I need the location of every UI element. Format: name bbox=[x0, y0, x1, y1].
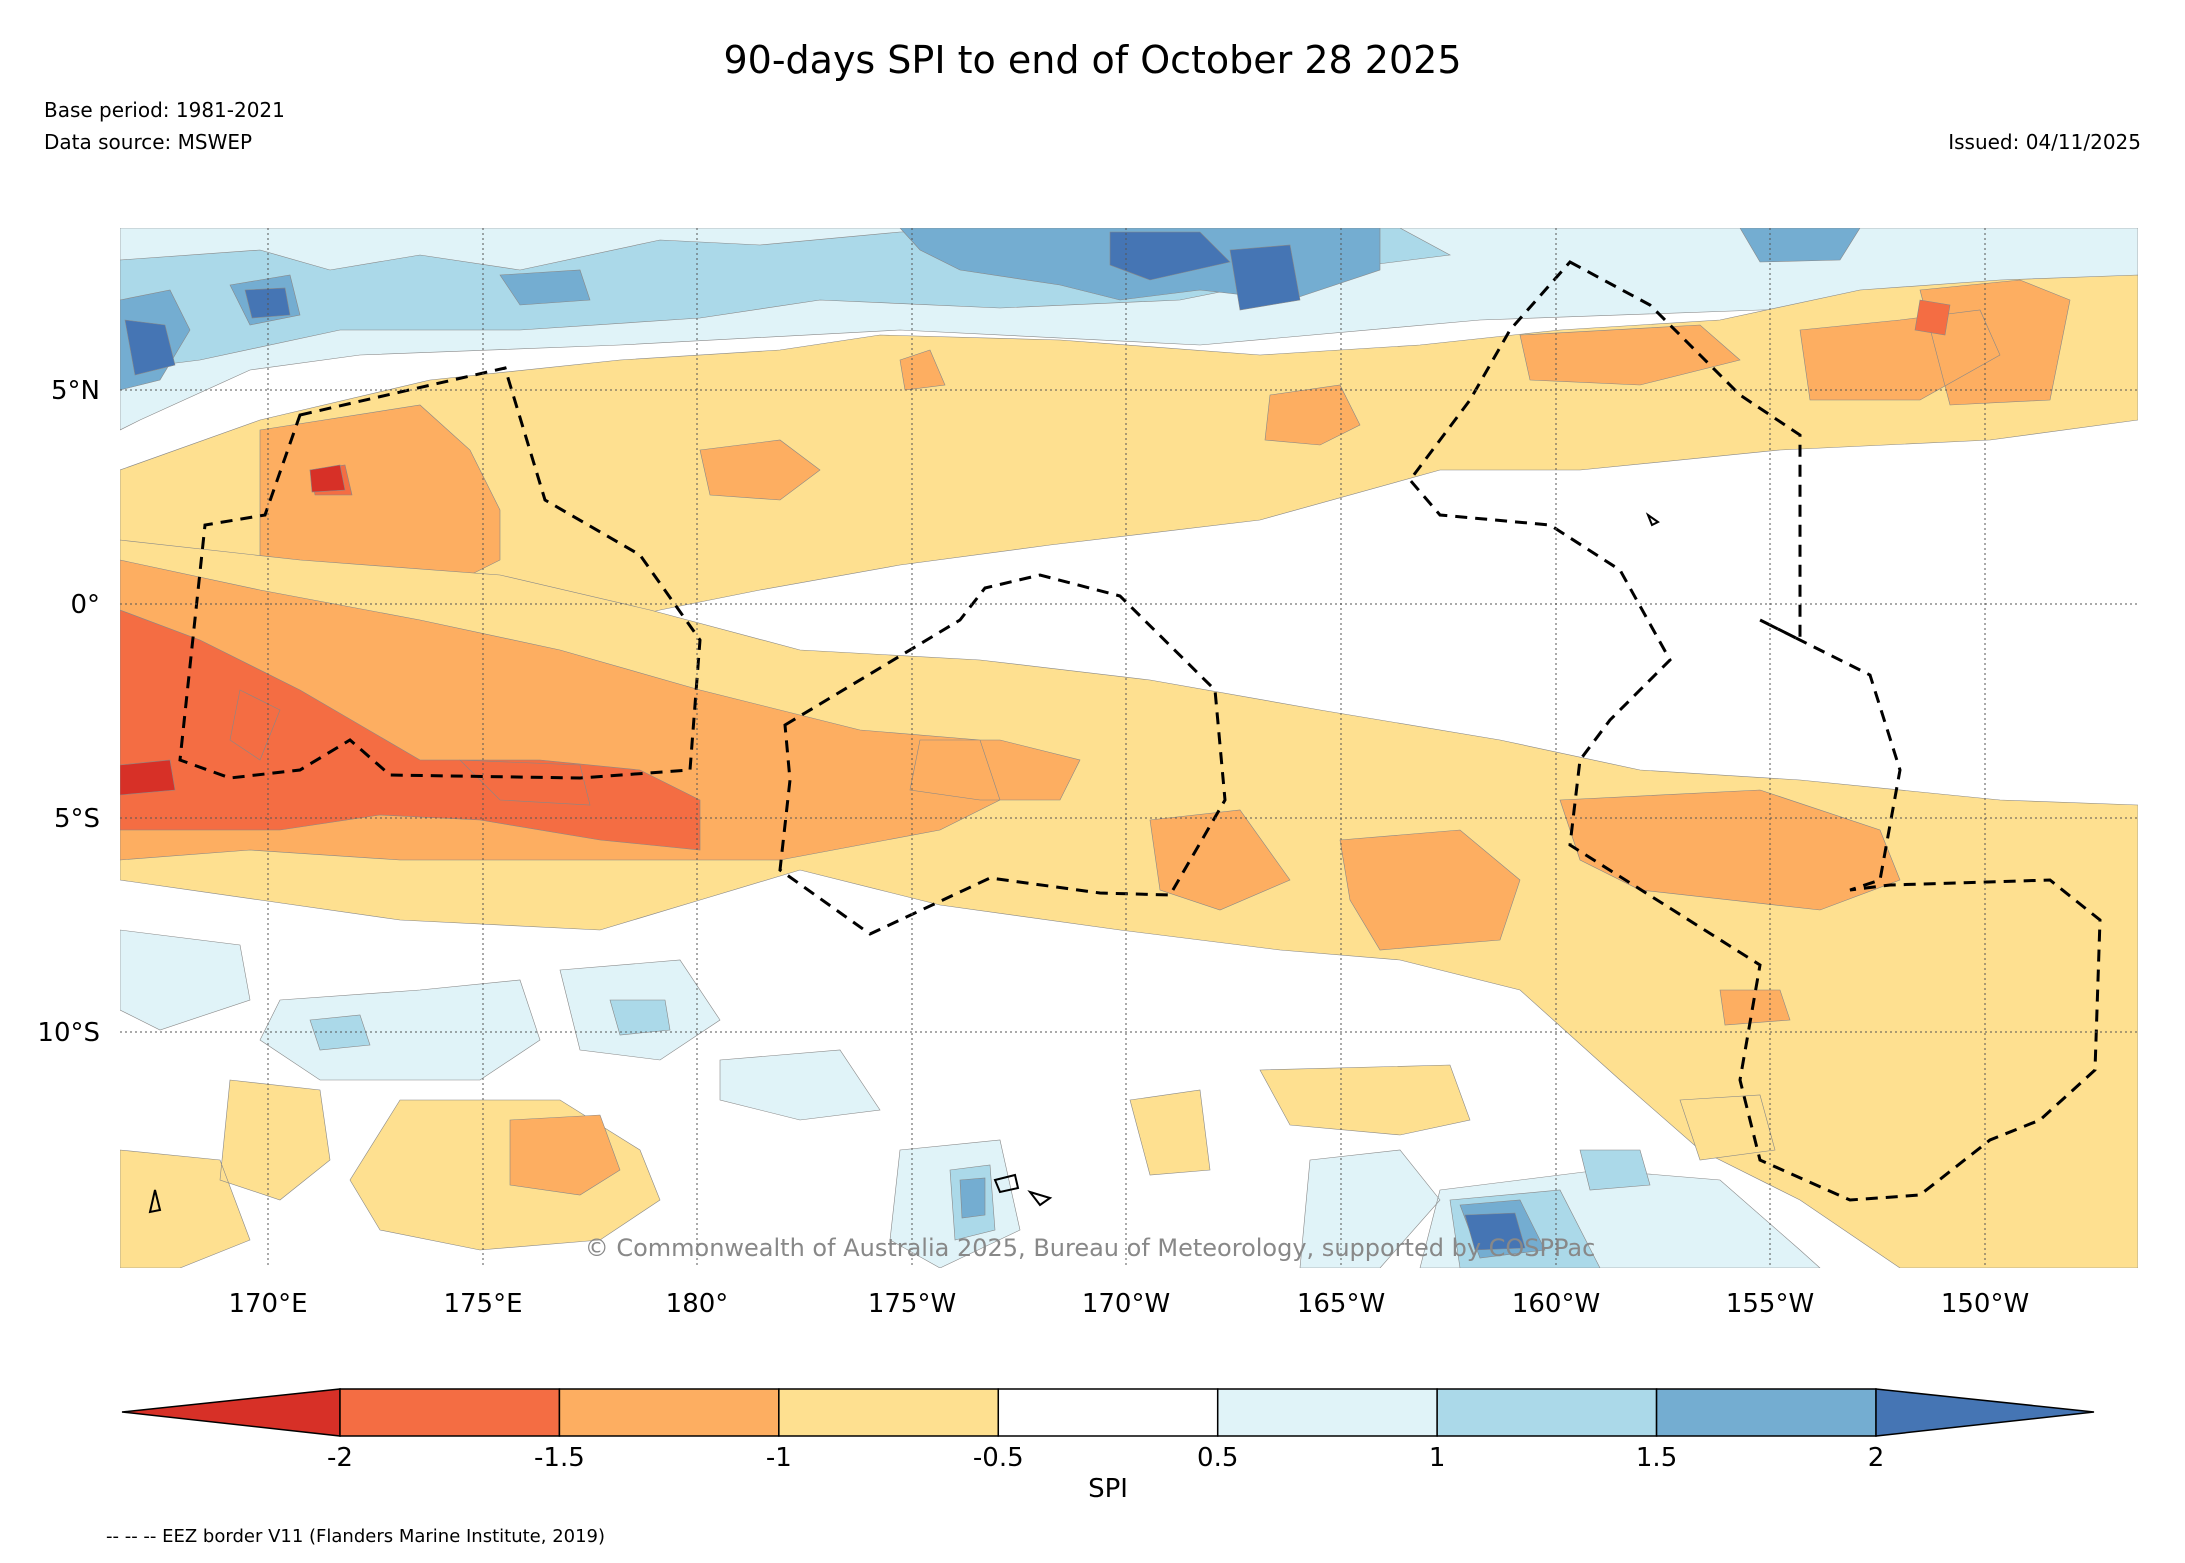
map-title: 90-days SPI to end of October 28 2025 bbox=[723, 38, 1462, 82]
longitude-label: 155°W bbox=[1726, 1289, 1814, 1319]
graticule bbox=[120, 228, 2138, 1268]
eez-border-kiribati-west bbox=[178, 366, 702, 780]
longitude-label: 180° bbox=[666, 1289, 729, 1319]
island-outline bbox=[993, 1173, 1020, 1194]
dry-band-south-severe bbox=[120, 609, 701, 851]
longitude-labels: 170°E 175°E 180° 175°W 170°W 165°W 160°W 155°W 1… bbox=[228, 1289, 2029, 1319]
wet-patches-south bbox=[120, 929, 1821, 1268]
eez-borders bbox=[178, 260, 2102, 1202]
longitude-label: 175°W bbox=[868, 1289, 956, 1319]
island-outlines bbox=[148, 512, 1660, 1214]
longitude-label: 175°E bbox=[443, 1289, 522, 1319]
copyright-notice: © Commonwealth of Australia 2025, Bureau… bbox=[585, 1234, 1596, 1262]
wet-band-north-severe bbox=[120, 228, 1861, 391]
latitude-label: 0° bbox=[70, 590, 100, 620]
longitude-label: 160°W bbox=[1512, 1289, 1600, 1319]
dry-band-south-extreme bbox=[120, 464, 346, 796]
longitude-label: 150°W bbox=[1941, 1289, 2029, 1319]
data-source-note: Data source: MSWEP bbox=[44, 130, 253, 154]
dry-patches-south bbox=[120, 1064, 1776, 1268]
eez-footnote: -- -- -- EEZ border V11 (Flanders Marine… bbox=[106, 1526, 606, 1547]
latitude-label: 10°S bbox=[37, 1018, 100, 1048]
latitude-label: 5°S bbox=[54, 804, 100, 834]
dry-band-north-moderate bbox=[259, 279, 2071, 611]
longitude-label: 165°W bbox=[1297, 1289, 1385, 1319]
latitude-label: 5°N bbox=[51, 376, 100, 406]
wet-patches-south-extreme bbox=[1464, 1212, 1526, 1251]
island-outline bbox=[1027, 1190, 1053, 1207]
dry-band-south-moderate bbox=[120, 559, 1901, 1026]
wet-band-north-extreme bbox=[124, 231, 1301, 376]
longitude-label: 170°W bbox=[1082, 1289, 1170, 1319]
eez-border-phoenix bbox=[778, 573, 1227, 936]
latitude-labels: 5°N 0° 5°S 10°S bbox=[37, 376, 100, 1048]
issued-date: Issued: 04/11/2025 bbox=[1948, 130, 2141, 154]
island-outline bbox=[1645, 512, 1660, 527]
spi-field bbox=[120, 228, 2138, 1268]
base-period-note: Base period: 1981-2021 bbox=[44, 98, 285, 122]
longitude-label: 170°E bbox=[228, 1289, 307, 1319]
eez-border-line-islands bbox=[1408, 260, 2102, 1202]
dry-patches-south-moderate bbox=[509, 1114, 621, 1196]
island-outline bbox=[148, 1189, 162, 1214]
